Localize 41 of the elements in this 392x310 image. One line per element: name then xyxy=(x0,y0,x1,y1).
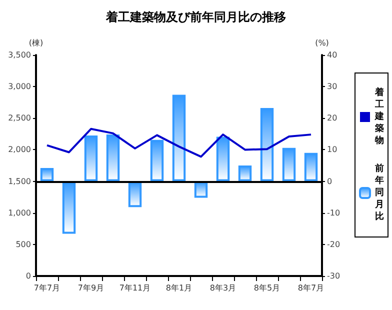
bar xyxy=(282,148,296,182)
y-tick-label: 1,500 xyxy=(8,176,31,186)
y2-tick-label: -10 xyxy=(327,208,340,218)
y-tick-label: 3,500 xyxy=(8,50,31,60)
chart-title: 着工建築物及び前年同月比の推移 xyxy=(105,10,286,24)
bar xyxy=(150,140,164,182)
y2-tick-label: -20 xyxy=(327,240,340,249)
bar xyxy=(238,166,252,182)
bar xyxy=(84,136,98,182)
y2-tick-label: 0 xyxy=(327,176,332,186)
bar xyxy=(172,94,186,182)
legend-label: 前年同月比 xyxy=(374,163,384,222)
y2-tick-label: 10 xyxy=(327,145,338,154)
y-tick-label: 0 xyxy=(26,272,31,280)
bar xyxy=(106,134,120,182)
bar xyxy=(40,168,54,182)
x-tick-label: 7年9月 xyxy=(78,284,104,292)
y2-axis-title: (%) xyxy=(315,38,329,48)
x-tick-label: 8年7月 xyxy=(298,284,324,292)
y-tick-label: 3,000 xyxy=(8,82,31,92)
y-tick-label: 2,000 xyxy=(8,145,31,154)
x-tick-label: 7年11月 xyxy=(119,284,151,292)
x-tick-label: 8年1月 xyxy=(166,284,192,292)
x-tick-label: 8年3月 xyxy=(210,284,236,292)
bar xyxy=(260,108,274,182)
y2-tick-label: 20 xyxy=(327,114,338,123)
y-tick-label: 2,500 xyxy=(8,114,31,123)
y-axis-title: (棟) xyxy=(28,38,44,48)
bar xyxy=(128,181,142,208)
y2-tick-label: 40 xyxy=(327,50,338,60)
y-tick-label: 1,000 xyxy=(8,208,31,218)
x-tick-label: 7年7月 xyxy=(34,284,60,292)
bar xyxy=(304,152,318,182)
y-tick-label: 500 xyxy=(16,240,31,249)
x-tick-label: 8年5月 xyxy=(254,284,280,292)
bar xyxy=(216,136,230,182)
line-series xyxy=(46,128,312,158)
y2-tick-label: -30 xyxy=(327,272,340,280)
bar xyxy=(62,181,76,234)
legend-label: 着工建築物 xyxy=(374,87,384,146)
y2-tick-label: 30 xyxy=(327,82,338,92)
